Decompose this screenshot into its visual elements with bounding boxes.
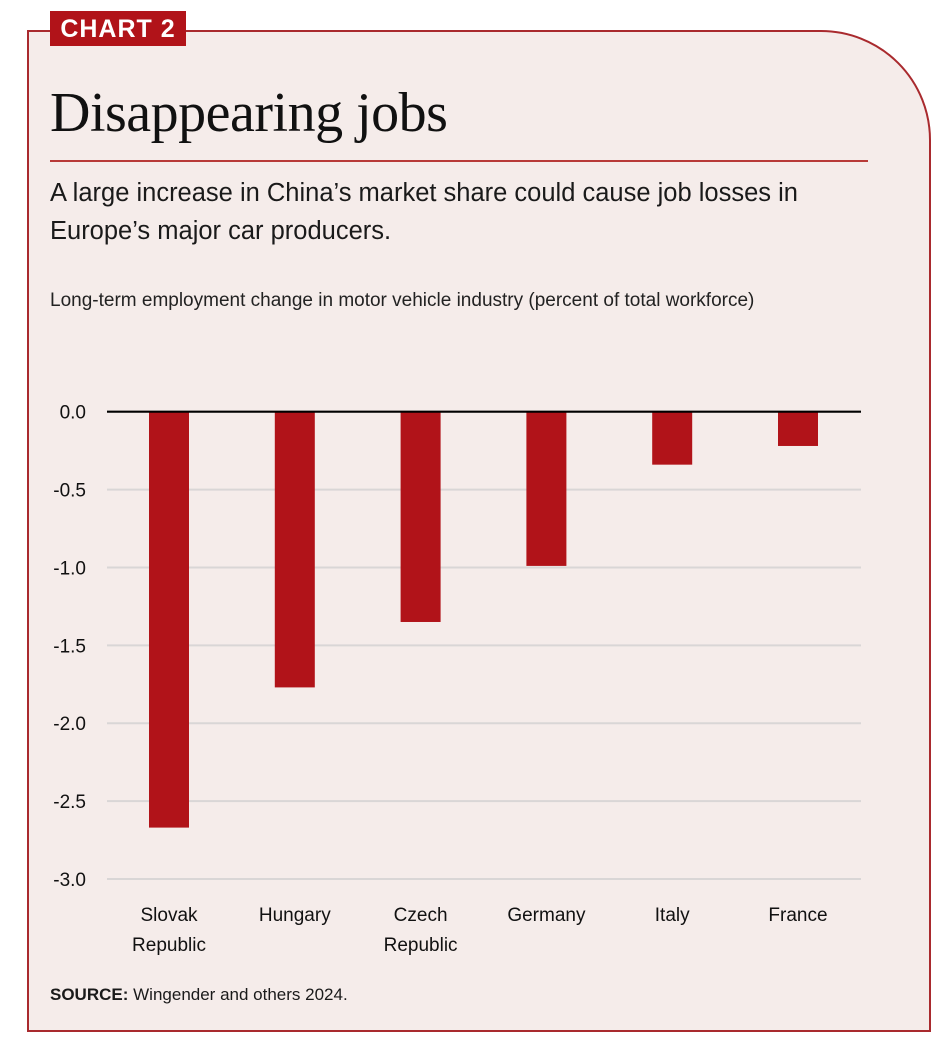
y-tick-label: -1.5 [53,636,86,657]
y-tick-label: -3.0 [53,870,86,891]
chart-subtitle: A large increase in China’s market share… [50,179,798,245]
source-label: SOURCE: [50,985,129,1004]
y-tick-label: -0.5 [53,481,86,502]
title-divider [50,160,868,162]
chart-number-tag: CHART 2 [50,11,186,46]
x-category-label: Italy [655,905,690,926]
x-category-label: Slovak Republic [132,905,206,956]
x-category-label: Czech Republic [384,905,458,956]
bar [652,411,693,465]
y-tick-label: -1.0 [53,558,86,579]
y-tick-labels: 0.0 -0.5 -1.0 -1.5 -2.0 -2.5 -3.0 [53,403,86,891]
bar [274,411,315,688]
source-note: SOURCE: Wingender and others 2024. [50,985,348,1005]
x-category-labels: Slovak Republic Hungary Czech Republic German… [132,905,828,956]
y-axis-title: Long-term employment change in motor veh… [50,290,755,311]
y-tick-label: -2.5 [53,792,86,813]
y-tick-label: -2.0 [53,714,86,735]
chart-title: Disappearing jobs [50,82,448,144]
y-tick-label: 0.0 [60,403,86,424]
x-category-label: Hungary [259,905,331,926]
bar [526,411,567,566]
bar [400,411,441,622]
gridlines [107,488,861,880]
x-category-label: Germany [507,905,586,926]
bar [149,411,189,828]
source-text: Wingender and others 2024. [128,985,348,1004]
bar [778,411,818,446]
x-category-label: France [768,905,827,926]
bars [149,411,818,828]
